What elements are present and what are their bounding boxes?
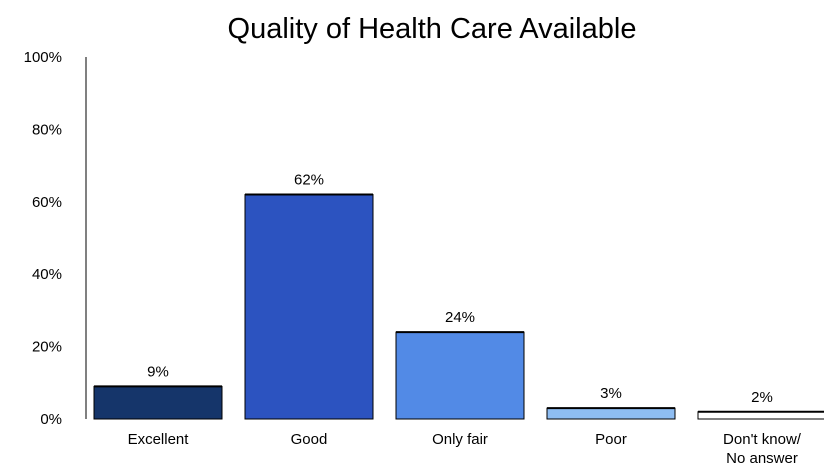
data-label: 9%	[147, 363, 169, 380]
x-axis: Excellent Good Only fair Poor Don't know/No …	[128, 431, 802, 467]
bar	[93, 385, 223, 420]
x-tick-label: Only fair	[432, 431, 488, 448]
y-tick-label: 80%	[32, 121, 62, 138]
x-tick-label-line: Poor	[595, 431, 627, 448]
bars	[93, 193, 824, 420]
x-tick-label: Good	[291, 431, 328, 448]
bar	[546, 407, 676, 420]
y-tick-label: 60%	[32, 194, 62, 211]
x-tick-label-line: No answer	[726, 450, 798, 467]
data-label: 2%	[751, 389, 773, 406]
y-tick-label: 100%	[24, 49, 62, 66]
y-tick-label: 0%	[40, 411, 62, 428]
data-label: 24%	[445, 309, 475, 326]
data-label: 62%	[294, 172, 324, 189]
y-axis: 0% 20% 40% 60% 80% 100%	[24, 49, 87, 428]
x-tick-label-line: Don't know/	[723, 431, 802, 448]
x-tick-label: Don't know/No answer	[723, 431, 802, 467]
data-labels: 9% 62% 24% 3% 2%	[147, 172, 773, 406]
chart-title: Quality of Health Care Available	[228, 13, 637, 45]
x-tick-label-line: Excellent	[128, 431, 190, 448]
bar	[697, 411, 824, 420]
y-tick-label: 40%	[32, 266, 62, 283]
bar	[395, 331, 525, 420]
x-tick-label: Excellent	[128, 431, 190, 448]
x-tick-label: Poor	[595, 431, 627, 448]
x-tick-label-line: Good	[291, 431, 328, 448]
data-label: 3%	[600, 385, 622, 402]
bar	[244, 194, 374, 420]
x-tick-label-line: Only fair	[432, 431, 488, 448]
y-tick-label: 20%	[32, 339, 62, 356]
